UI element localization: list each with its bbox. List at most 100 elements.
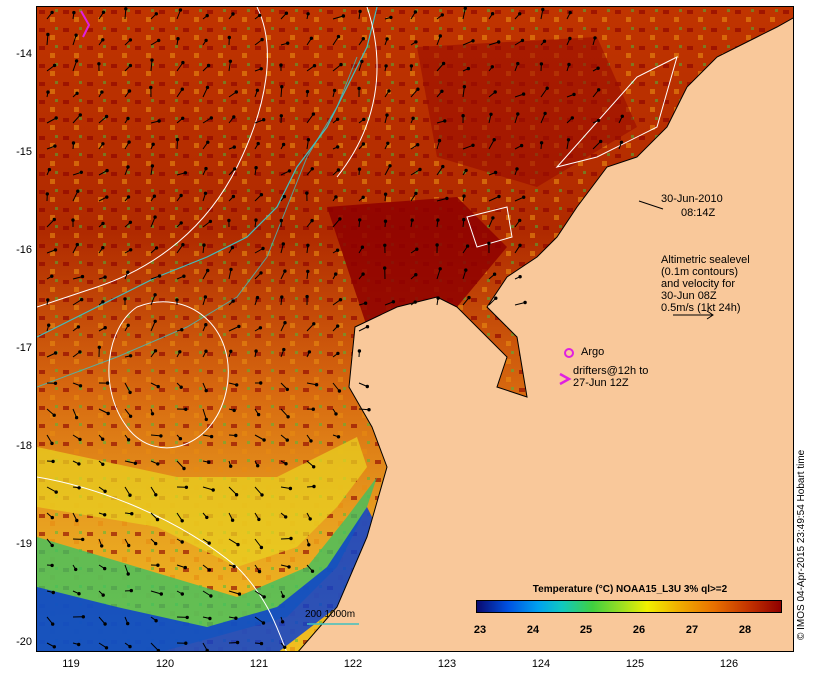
velocity-arrow-head [208, 219, 213, 224]
velocity-arrow [150, 642, 159, 651]
velocity-arrow-head [418, 167, 422, 172]
velocity-arrow-head [78, 113, 82, 117]
lat-tick-label: -17 [16, 342, 32, 354]
velocity-arrow-head [357, 349, 362, 353]
velocity-arrow [384, 165, 391, 176]
velocity-arrow-head [204, 38, 208, 43]
velocity-arrow-head [128, 220, 133, 225]
argo-label: Argo [581, 346, 605, 358]
velocity-arrow [150, 590, 162, 595]
velocity-arrow [150, 216, 156, 228]
velocity-arrow [410, 88, 419, 98]
velocity-arrow [280, 86, 283, 98]
velocity-arrow-head [77, 486, 81, 490]
velocity-arrow-head [415, 247, 419, 251]
velocity-arrow-head [101, 462, 105, 466]
velocity-arrow [176, 62, 184, 72]
velocity-arrow-head [101, 300, 105, 304]
lon-tick-label: 126 [719, 658, 739, 670]
timestamp-label: © IMOS 04-Apr-2015 23:49:54 Hobart time [796, 450, 816, 660]
velocity-arrow-head [46, 298, 50, 302]
velocity-arrow-head [518, 12, 522, 16]
colorbar-title: Temperature (°C) NOAA15_L3U 3% ql>=2 [532, 584, 728, 595]
velocity-arrow-head [336, 324, 340, 328]
velocity-arrow-head [256, 464, 260, 468]
velocity-arrow-head [306, 243, 310, 248]
velocity-arrow-head [593, 36, 597, 40]
velocity-arrow-head [207, 568, 212, 572]
velocity-arrow-head [154, 541, 158, 546]
velocity-arrow-head [494, 296, 498, 300]
velocity-arrow-head [440, 89, 444, 94]
velocity-arrow [72, 190, 79, 202]
velocity-arrow-head [230, 245, 235, 250]
land-mass [298, 17, 793, 651]
velocity-arrow-head [133, 461, 138, 465]
velocity-arrow-head [207, 541, 211, 545]
velocity-arrow-head [462, 85, 467, 89]
velocity-arrow-head [50, 441, 54, 446]
velocity-arrow-head [438, 34, 442, 38]
velocity-arrow-head [599, 139, 603, 144]
lat-tick-label: -14 [16, 48, 32, 60]
velocity-arrow-head [518, 275, 522, 279]
velocity-arrow-head [101, 593, 105, 597]
velocity-arrow-head [126, 116, 130, 121]
velocity-arrow-head [523, 300, 527, 305]
velocity-arrow-head [103, 566, 107, 571]
velocity-arrow-head [103, 275, 107, 279]
velocity-arrow-head [126, 270, 130, 274]
velocity-arrow-head [254, 166, 258, 170]
velocity-arrow-head [312, 322, 316, 326]
velocity-arrow-head [97, 345, 101, 349]
altimetry-line-4: 30-Jun 08Z [661, 290, 717, 302]
velocity-arrow [436, 268, 441, 280]
velocity-arrow-head [361, 195, 365, 200]
velocity-arrow-head [338, 298, 343, 302]
velocity-arrow-head [443, 119, 447, 123]
velocity-arrow-head [285, 387, 290, 392]
velocity-arrow-head [389, 15, 393, 20]
colorbar-tick: 25 [579, 624, 593, 636]
velocity-arrow-head [566, 138, 571, 142]
velocity-arrow-head [231, 194, 236, 199]
velocity-arrow-head [206, 140, 210, 144]
velocity-arrow-head [123, 297, 127, 301]
velocity-arrow-head [258, 13, 262, 18]
velocity-arrow [436, 197, 448, 202]
velocity-arrow-head [254, 218, 258, 222]
velocity-arrow-head [619, 140, 624, 145]
velocity-arrow-head [361, 142, 366, 146]
velocity-arrow-head [54, 116, 58, 120]
velocity-arrow-head [202, 243, 206, 247]
velocity-arrow-head [259, 67, 263, 71]
velocity-arrow [150, 60, 153, 72]
velocity-arrow-head [209, 116, 214, 120]
velocity-arrow [462, 86, 465, 98]
sst-map[interactable]: 30-Jun-2010 08:14Z Altimetric sealevel (… [36, 6, 794, 652]
velocity-arrow-head [520, 38, 525, 43]
velocity-arrow-head [385, 37, 389, 41]
velocity-arrow-head [542, 39, 547, 43]
velocity-arrow-head [310, 569, 315, 573]
velocity-arrow-head [153, 349, 158, 353]
velocity-arrow-head [156, 648, 161, 651]
velocity-arrow [332, 64, 342, 72]
time-label: 08:14Z [681, 207, 716, 219]
velocity-arrow-head [52, 217, 56, 222]
velocity-arrow-head [129, 248, 133, 252]
lat-tick-label: -20 [16, 636, 32, 648]
velocity-arrow-head [334, 272, 338, 276]
lat-tick-label: -18 [16, 440, 32, 452]
velocity-arrow-head [312, 465, 316, 469]
velocity-arrow [46, 117, 57, 124]
circle-marker-icon [564, 348, 574, 358]
velocity-arrow-head [75, 242, 79, 247]
velocity-arrow-head [128, 63, 133, 68]
velocity-arrow-head [101, 221, 105, 226]
velocity-arrow-head [157, 38, 161, 43]
chevron-marker-icon [559, 372, 572, 386]
velocity-arrow-head [179, 221, 183, 225]
velocity-arrow-head [204, 349, 208, 353]
velocity-arrow [228, 325, 240, 332]
